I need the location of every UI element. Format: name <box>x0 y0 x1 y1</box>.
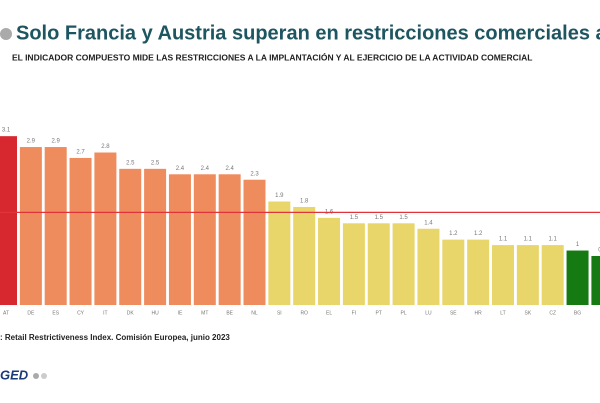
bar <box>243 179 266 305</box>
bar <box>44 147 67 305</box>
chart-subtitle: EL INDICADOR COMPUESTO MIDE LAS RESTRICC… <box>12 51 532 62</box>
value-label: 1.5 <box>399 215 408 221</box>
bar <box>342 223 365 305</box>
bar <box>492 245 514 305</box>
x-tick-label: AT <box>3 310 9 316</box>
value-label: 1.1 <box>524 237 533 243</box>
logo: GED <box>0 367 29 382</box>
x-tick-label: LT <box>500 310 505 316</box>
value-label: 2.9 <box>52 139 61 145</box>
bar <box>0 136 17 305</box>
value-label: 1.8 <box>300 199 309 205</box>
value-label: 1.2 <box>474 231 483 237</box>
x-tick-label: SK <box>525 310 532 316</box>
bar <box>566 250 589 305</box>
x-tick-label: BG <box>574 310 581 316</box>
x-tick-label: DK <box>127 310 135 316</box>
value-label: 2.5 <box>126 160 135 166</box>
bar <box>367 223 390 305</box>
x-tick-label: RO <box>300 310 308 316</box>
x-tick-label: PT <box>376 310 382 316</box>
bar <box>541 245 564 305</box>
bar <box>94 152 117 305</box>
x-tick-label: BE <box>226 310 233 316</box>
bar <box>392 223 415 305</box>
value-label: 1.1 <box>549 237 558 243</box>
x-tick-label: DE <box>27 310 35 316</box>
bar <box>19 147 42 305</box>
bar <box>417 228 440 305</box>
bar <box>516 245 539 305</box>
value-label: 2.3 <box>250 171 259 177</box>
value-label: 1.4 <box>424 220 433 226</box>
logo-dot <box>33 373 39 379</box>
bar <box>293 206 316 305</box>
bar <box>119 168 142 305</box>
bar <box>144 168 167 305</box>
value-label: 0.9 <box>598 248 600 254</box>
value-label: 2.4 <box>201 166 210 172</box>
value-label: 1 <box>576 242 580 248</box>
logo-dot <box>41 373 47 379</box>
source: : Retail Restrictiveness Index. Comisión… <box>0 333 230 342</box>
value-label: 1.2 <box>449 231 458 237</box>
x-tick-label: HU <box>151 310 159 316</box>
x-tick-label: CY <box>77 310 85 316</box>
bar <box>442 239 465 305</box>
x-tick-label: IT <box>103 310 107 316</box>
x-tick-label: MT <box>201 310 208 316</box>
bar <box>318 217 341 305</box>
bar <box>268 201 291 305</box>
x-tick-label: CZ <box>549 310 556 316</box>
x-tick-label: PL <box>401 310 407 316</box>
value-label: 1.1 <box>499 237 508 243</box>
bar <box>218 174 241 305</box>
x-tick-label: IE <box>178 310 183 316</box>
bar <box>193 174 216 305</box>
value-label: 1.9 <box>275 193 284 199</box>
x-tick-label: SI <box>277 310 282 316</box>
value-label: 1.5 <box>375 215 384 221</box>
value-label: 2.7 <box>76 150 85 156</box>
x-tick-label: HR <box>475 310 483 316</box>
value-label: 2.5 <box>151 160 160 166</box>
bar <box>69 157 92 305</box>
x-tick-label: ES <box>52 310 59 316</box>
x-tick-label: EL <box>326 310 332 316</box>
chart-title: Solo Francia y Austria superan en restri… <box>16 22 600 44</box>
title-dot <box>0 28 12 40</box>
value-label: 3.1 <box>2 128 11 134</box>
bar <box>168 174 191 305</box>
x-tick-label: LU <box>425 310 432 316</box>
value-label: 2.4 <box>225 166 234 172</box>
value-label: 2.9 <box>27 139 36 145</box>
bar <box>591 255 600 305</box>
x-tick-label: FI <box>352 310 356 316</box>
bar <box>467 239 490 305</box>
x-tick-label: SE <box>450 310 457 316</box>
x-tick-label: NL <box>251 310 258 316</box>
value-label: 2.4 <box>176 166 185 172</box>
value-label: 1.5 <box>350 215 359 221</box>
value-label: 2.8 <box>101 144 110 150</box>
